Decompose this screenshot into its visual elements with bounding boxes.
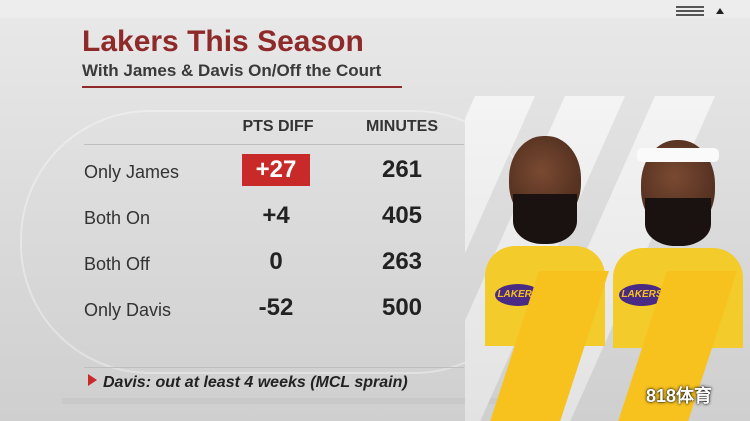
column-header-minutes: MINUTES [366, 118, 438, 135]
header-divider [84, 144, 464, 145]
table-row: Only James +27 261 [0, 150, 470, 194]
pts-diff-value: +4 [262, 202, 290, 229]
row-label: Both Off [84, 254, 150, 274]
table-row: Only Davis -52 500 [0, 288, 470, 332]
title-divider [82, 86, 402, 88]
headband [637, 148, 719, 162]
player-beard [645, 198, 711, 246]
menu-icon[interactable] [676, 6, 704, 16]
minutes-value: 261 [381, 156, 423, 183]
note-divider [84, 367, 464, 368]
top-bar [0, 0, 750, 18]
source-watermark: 818体育 [646, 386, 713, 406]
row-label: Only Davis [84, 300, 172, 320]
pts-diff-value: +27 [242, 154, 310, 186]
bottom-band [62, 398, 522, 404]
table-row: Both On +4 405 [0, 196, 470, 240]
table-row: Both Off 0 263 [0, 242, 470, 286]
pts-diff-value: 0 [269, 248, 283, 275]
player-photo-panel: LAKERS bibigo LAKERS bibigo [465, 96, 750, 421]
row-label: Only James [84, 162, 180, 182]
play-arrow-icon [88, 374, 97, 386]
minutes-value: 500 [381, 294, 423, 321]
injury-note-text: Davis: out at least 4 weeks (MCL sprain) [103, 374, 408, 391]
column-header-pts-diff: PTS DIFF [242, 118, 314, 135]
graphic-subtitle: With James & Davis On/Off the Court [82, 61, 382, 80]
pts-diff-value: -52 [258, 294, 294, 321]
lakers-logo: LAKERS [619, 284, 665, 306]
minutes-value: 405 [381, 202, 423, 229]
player-beard [513, 194, 577, 244]
arrow-up-icon[interactable] [716, 8, 724, 14]
row-label: Both On [84, 208, 151, 228]
minutes-value: 263 [381, 248, 423, 275]
injury-note: Davis: out at least 4 weeks (MCL sprain) [88, 374, 408, 392]
graphic-title: Lakers This Season [82, 25, 364, 58]
